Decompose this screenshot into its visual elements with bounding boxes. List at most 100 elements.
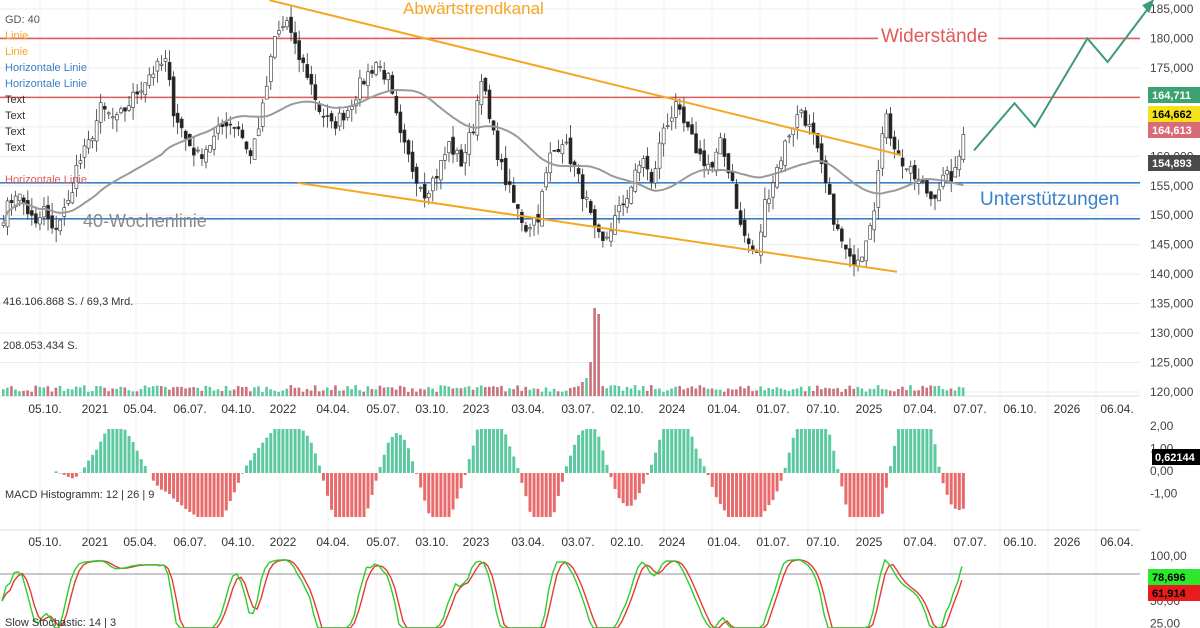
candle-body (90, 138, 95, 142)
macd-bar (83, 467, 86, 473)
macd-bar (123, 429, 127, 473)
macd-bar (544, 473, 548, 517)
volume-bar (913, 390, 916, 396)
volume-bar (893, 391, 896, 396)
macd-bar (836, 469, 840, 473)
volume-bar (528, 389, 532, 396)
stoch-label: Slow Stochastic: 14 | 3 (5, 617, 116, 628)
volume-bar (585, 378, 588, 396)
volume-bar (18, 391, 21, 396)
candle-body (188, 133, 192, 147)
candle-body (844, 244, 848, 250)
volume-bar (87, 391, 90, 396)
volume-bar (265, 386, 268, 396)
macd-bar (564, 466, 568, 473)
volume-bar (880, 388, 884, 396)
macd-bar (281, 429, 285, 473)
macd-bar (682, 429, 686, 473)
candle-body (904, 168, 909, 171)
volume-bar (107, 391, 110, 396)
volume-bar (872, 388, 876, 396)
candle-body (175, 112, 180, 123)
candle-body (82, 145, 87, 158)
macd-bar (884, 473, 888, 488)
volume-bar (662, 391, 665, 396)
macd-bar (913, 429, 917, 473)
legend: GD: 40 Linie Linie Horizontale Linie Hor… (5, 14, 87, 186)
volume-bar (512, 389, 515, 396)
x-tick-label: 2024 (659, 402, 686, 416)
candle-body (119, 108, 123, 114)
volume-bar (382, 387, 386, 396)
macd-bar (650, 464, 653, 473)
volume-bar (338, 390, 341, 396)
candle-body (277, 30, 281, 35)
macd-bar (678, 429, 682, 473)
x-tick-label: 2023 (463, 535, 490, 549)
price-badge-green (1148, 87, 1200, 103)
volume-bar (901, 386, 904, 396)
candle-body (426, 193, 431, 199)
volume-bar (609, 385, 613, 396)
price-badge-yellow-text: 164,662 (1152, 109, 1192, 121)
volume-bar (2, 389, 5, 396)
volume-bar (362, 391, 366, 396)
legend-horizontal-2: Horizontale Linie (5, 78, 87, 90)
macd-bar (617, 473, 621, 499)
macd-bar (613, 473, 617, 490)
volume-bar (540, 391, 544, 396)
candle-body (333, 121, 338, 129)
volume-bar (552, 388, 556, 396)
macd-bar (516, 468, 520, 473)
macd-bar (350, 473, 354, 517)
macd-bar (293, 429, 297, 473)
volume-bar (46, 386, 50, 396)
price-badges: 164,711 164,662 164,613 154,893 (1148, 87, 1200, 171)
macd-bar (443, 473, 447, 517)
macd-bar (285, 429, 289, 473)
macd-bar (139, 459, 143, 473)
macd-bar (840, 473, 844, 487)
volume-bar (66, 388, 70, 396)
macd-bar (358, 473, 362, 517)
candle-body (520, 211, 524, 224)
x-tick-label: 06.04. (1100, 535, 1133, 549)
volume-bar (224, 386, 228, 396)
candle-body (309, 74, 314, 85)
volume-bar (176, 386, 179, 396)
macd-bar (957, 473, 961, 511)
volume-bar (115, 388, 118, 396)
candle-body (686, 121, 690, 128)
volume-bar (293, 387, 297, 396)
macd-bar (832, 450, 836, 473)
macd-bar (155, 473, 159, 486)
volume-bar (281, 390, 285, 396)
volume-bar (763, 390, 766, 396)
volume-bar (597, 314, 600, 396)
price-tick-label: 185,000 (1150, 2, 1194, 16)
macd-bar (135, 450, 139, 473)
x-tick-label: 2022 (270, 535, 297, 549)
volume-bar (38, 386, 42, 396)
x-tick-label: 06.10. (1003, 535, 1036, 549)
candle-body (495, 130, 500, 161)
ma-40-line (2, 88, 964, 224)
candle-body (337, 112, 342, 127)
x-tick-label: 04.10. (221, 402, 254, 416)
volume-bar (200, 390, 204, 396)
volume-bar (168, 389, 171, 396)
candle-body (50, 215, 54, 229)
macd-bar (172, 473, 176, 499)
macd-bar (431, 473, 435, 517)
macd-bar (925, 429, 929, 473)
volume-bar (455, 387, 459, 396)
volume-bar (127, 390, 131, 396)
volume-bar (50, 391, 54, 396)
candle-body (252, 138, 257, 160)
volume-bar (816, 385, 819, 396)
macd-bar (731, 473, 734, 517)
macd-bar (459, 473, 463, 489)
volume-bar (269, 389, 272, 396)
macd-bar (941, 473, 945, 484)
volume-bar (670, 388, 673, 396)
